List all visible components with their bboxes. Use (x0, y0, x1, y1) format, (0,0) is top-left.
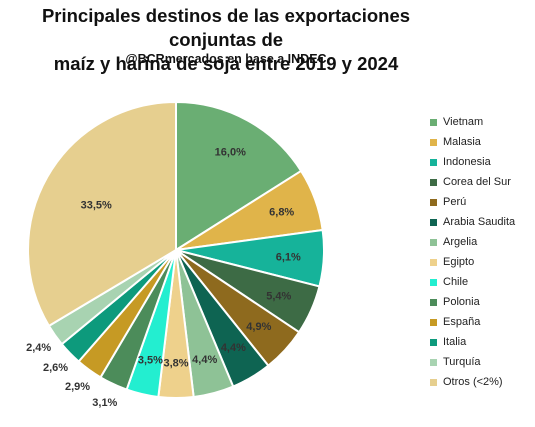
legend-swatch (430, 178, 437, 186)
data-label-6: 4,4% (192, 354, 217, 366)
legend-item-5: Arabia Saudita (430, 212, 515, 232)
legend-item-2: Indonesia (430, 152, 515, 172)
legend-label: Malasia (443, 136, 481, 148)
data-label-13: 33,5% (81, 200, 112, 212)
legend-item-11: Italia (430, 332, 515, 352)
chart-title-line2: maíz y harina de soja entre 2019 y 2024 (53, 53, 399, 74)
legend-swatch (430, 338, 437, 346)
legend-swatch (430, 218, 437, 226)
data-label-2: 6,1% (276, 251, 301, 263)
legend-label: Corea del Sur (443, 176, 511, 188)
data-label-4: 4,9% (246, 321, 271, 333)
legend-item-10: España (430, 312, 515, 332)
legend-swatch (430, 258, 437, 266)
legend-swatch (430, 238, 437, 246)
data-label-1: 6,8% (269, 206, 294, 218)
legend-item-13: Otros (<2%) (430, 372, 515, 392)
legend-label: Chile (443, 276, 469, 288)
legend-swatch (430, 138, 437, 146)
data-label-8: 3,5% (138, 355, 163, 367)
legend-swatch (430, 358, 437, 366)
legend-label: Argelia (443, 236, 478, 248)
chart-legend: Vietnam Malasia Indonesia Corea del Sur Perú… (430, 112, 515, 392)
legend-item-12: Turquía (430, 352, 515, 372)
legend-swatch (430, 158, 437, 166)
legend-label: Perú (443, 196, 467, 208)
pie-slice-0 (175, 100, 303, 252)
legend-label: Italia (443, 336, 467, 348)
legend-item-3: Corea del Sur (430, 172, 515, 192)
legend-item-4: Perú (430, 192, 515, 212)
data-label-10: 2,9% (65, 381, 90, 393)
legend-item-8: Chile (430, 272, 515, 292)
legend-swatch (430, 278, 437, 286)
legend-label: Egipto (443, 256, 475, 268)
chart-subtitle: @BCRmercados en base a INDEC (125, 52, 327, 66)
data-label-3: 5,4% (266, 291, 291, 303)
chart-title: Principales destinos de las exportacione… (0, 4, 452, 76)
data-label-9: 3,1% (92, 397, 117, 409)
legend-label: Arabia Saudita (443, 216, 516, 228)
legend-swatch (430, 378, 437, 386)
legend-label: Otros (<2%) (443, 376, 503, 388)
data-label-0: 16,0% (215, 146, 246, 158)
legend-item-7: Egipto (430, 252, 515, 272)
legend-item-9: Polonia (430, 292, 515, 312)
pie-slice-13 (27, 100, 177, 328)
legend-swatch (430, 298, 437, 306)
chart-title-line1: Principales destinos de las exportacione… (41, 5, 411, 50)
data-label-11: 2,6% (43, 362, 68, 374)
legend-label: Turquía (443, 356, 481, 368)
legend-swatch (430, 318, 437, 326)
legend-item-6: Argelia (430, 232, 515, 252)
legend-label: Vietnam (443, 116, 484, 128)
legend-swatch (430, 118, 437, 126)
legend-label: Polonia (443, 296, 480, 308)
legend-label: España (443, 316, 481, 328)
legend-item-1: Malasia (430, 132, 515, 152)
legend-label: Indonesia (443, 156, 491, 168)
data-label-5: 4,4% (221, 342, 246, 354)
legend-item-0: Vietnam (430, 112, 515, 132)
data-label-7: 3,8% (163, 357, 188, 369)
legend-swatch (430, 198, 437, 206)
data-label-12: 2,4% (26, 342, 51, 354)
